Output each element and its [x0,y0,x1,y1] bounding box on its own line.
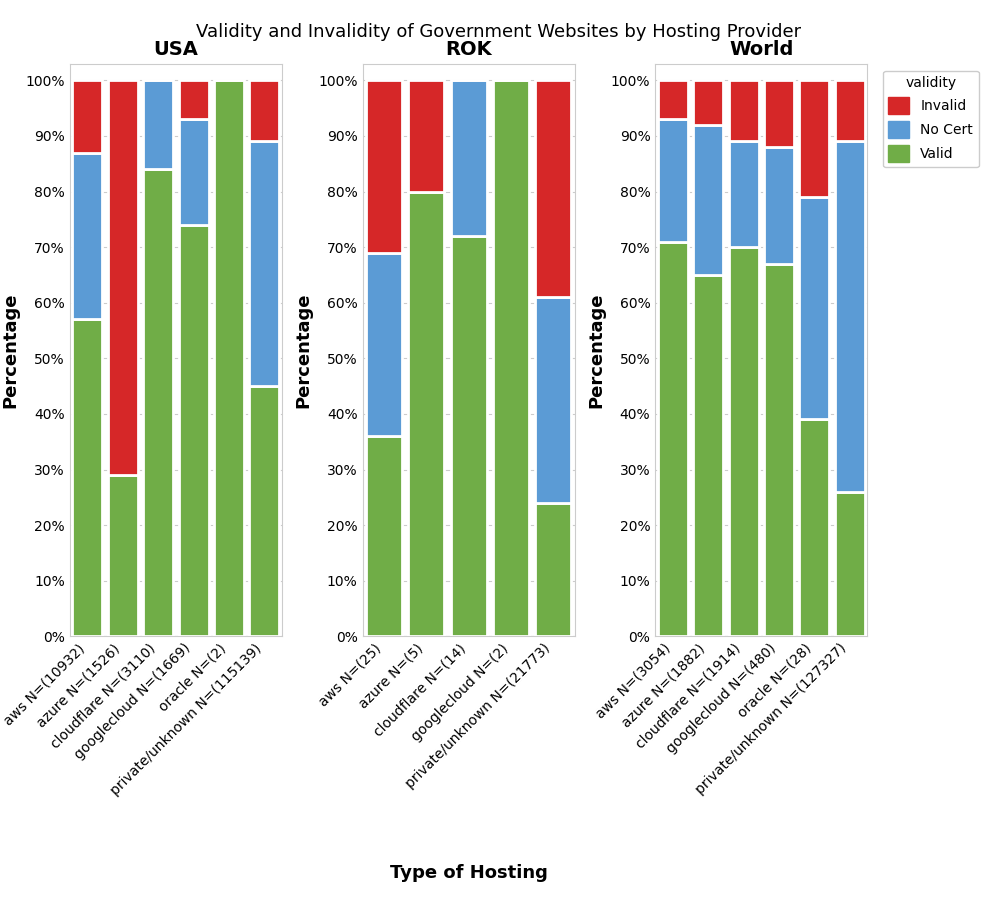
Bar [249,142,279,386]
Bar [451,236,487,636]
Bar [658,242,688,636]
Legend: Invalid, No Cert, Valid: Invalid, No Cert, Valid [882,71,979,167]
Bar [73,80,103,153]
Bar [834,142,864,492]
Title: World: World [729,40,794,59]
Bar [535,297,571,503]
Title: ROK: ROK [446,40,492,59]
Bar [834,492,864,636]
Bar [834,80,864,142]
Bar [693,275,723,636]
Bar [178,80,208,119]
Bar [535,503,571,636]
Y-axis label: Percentage: Percentage [587,292,605,408]
Y-axis label: Percentage: Percentage [2,292,20,408]
Bar [693,80,723,125]
Bar [800,80,830,197]
Bar [249,80,279,142]
Y-axis label: Percentage: Percentage [294,292,313,408]
Bar [178,225,208,636]
Bar [249,386,279,636]
Bar [366,436,402,636]
Bar [764,80,794,147]
Bar [144,169,173,636]
Bar [144,80,173,169]
Bar [73,153,103,319]
Bar [451,80,487,236]
Bar [764,264,794,636]
Bar [800,419,830,636]
Bar [73,319,103,636]
Bar [108,80,138,475]
Bar [693,125,723,275]
Text: Validity and Invalidity of Government Websites by Hosting Provider: Validity and Invalidity of Government We… [196,23,801,41]
Bar [764,147,794,264]
Bar [214,80,244,636]
Bar [535,80,571,297]
Bar [658,80,688,119]
Bar [658,119,688,242]
Bar [729,80,759,142]
Bar [800,197,830,419]
Bar [729,247,759,636]
Bar [408,192,445,636]
Bar [108,475,138,636]
Text: Type of Hosting: Type of Hosting [390,864,547,882]
Bar [366,80,402,253]
Bar [408,80,445,192]
Bar [178,119,208,225]
Bar [366,253,402,436]
Bar [493,80,529,636]
Title: USA: USA [154,40,198,59]
Bar [729,142,759,247]
